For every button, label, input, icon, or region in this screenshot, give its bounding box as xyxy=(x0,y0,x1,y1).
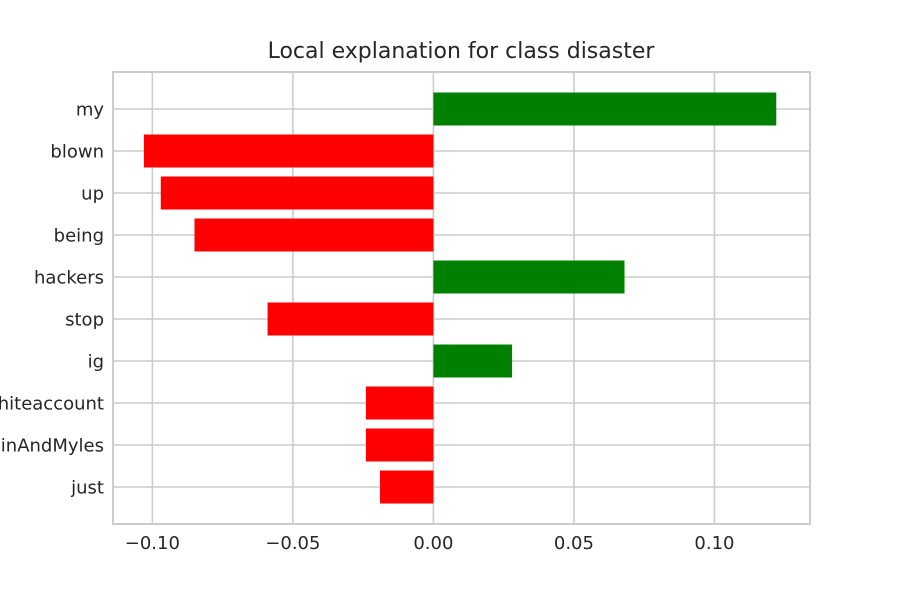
bar-inandmyles xyxy=(365,428,434,462)
x-tick-label: −0.10 xyxy=(125,533,180,554)
bar-being xyxy=(194,218,434,252)
y-tick-label: inAndMyles xyxy=(1,436,104,457)
plot-area: −0.10 −0.05 0.00 0.05 0.10 my blown up being hack… xyxy=(0,71,811,554)
y-tick-label: being xyxy=(54,226,104,247)
bar-just xyxy=(379,470,434,504)
bar-my xyxy=(433,92,777,126)
y-tick-label: stop xyxy=(65,310,104,331)
x-tick-label: −0.05 xyxy=(265,533,320,554)
x-tick-label: 0.10 xyxy=(694,533,734,554)
y-tick-label: hiteaccount xyxy=(0,394,104,415)
chart-title: Local explanation for class disaster xyxy=(268,39,656,64)
x-tick-label: 0.00 xyxy=(413,533,453,554)
x-tick-label: 0.05 xyxy=(554,533,594,554)
y-tick-label: hackers xyxy=(34,268,104,289)
y-tick-label: ig xyxy=(88,352,104,373)
y-tick-label: blown xyxy=(50,142,104,163)
bar-blown xyxy=(143,134,434,168)
bar-ig xyxy=(433,344,513,378)
bar-up xyxy=(160,176,434,210)
y-tick-label: just xyxy=(70,478,104,499)
y-tick-label: my xyxy=(76,100,105,121)
bar-stop xyxy=(267,302,434,336)
bar-hiteaccount xyxy=(365,386,434,420)
axes-frame xyxy=(112,71,811,525)
y-tick-label: up xyxy=(81,184,104,205)
bar-hackers xyxy=(433,260,625,294)
